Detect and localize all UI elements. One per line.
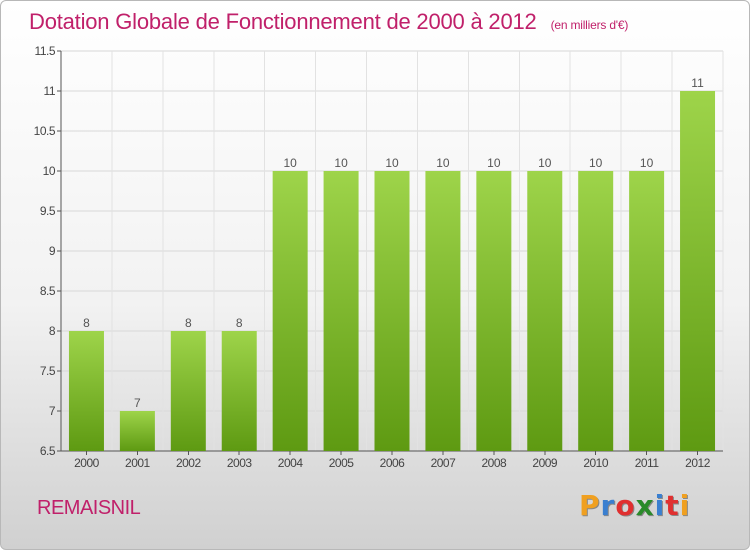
data-label: 11 [691,76,704,90]
bar-2009[interactable] [527,171,563,451]
x-tick-label: 2001 [125,456,151,470]
bar-2001[interactable] [119,411,155,451]
y-tick-label: 7.5 [40,364,56,378]
logo-letter: r [600,489,616,522]
x-tick-label: 2007 [431,456,457,470]
data-label: 7 [134,396,141,410]
logo-letter: t [665,489,680,522]
logo-letter: P [579,489,601,522]
bar-2005[interactable] [323,171,359,451]
bar-2012[interactable] [680,91,716,451]
y-tick-label: 6.5 [40,444,56,458]
data-label: 8 [83,316,90,330]
bar-2011[interactable] [629,171,665,451]
data-label: 8 [185,316,192,330]
y-tick-label: 11.5 [35,44,56,58]
data-label: 10 [385,156,399,170]
logo-letter: i [654,489,666,522]
data-labels: 8 7 8 8 10 10 10 10 10 10 10 10 11 [83,76,704,410]
x-tick-label: 2003 [227,456,253,470]
bar-2007[interactable] [425,171,461,451]
y-tick-label: 7 [49,404,56,418]
bar-2008[interactable] [476,171,512,451]
chart-title-text: Dotation Globale de Fonctionnement de 20… [29,9,537,34]
bar-2006[interactable] [374,171,410,451]
x-tick-label: 2005 [329,456,355,470]
x-tick-label: 2004 [278,456,304,470]
logo-letter: x [635,489,655,522]
data-label: 10 [436,156,450,170]
bar-2000[interactable] [68,331,104,451]
chart-subtitle: (en milliers d'€) [550,18,629,32]
y-tick-label: 8 [49,324,56,338]
y-tick-label: 8.5 [40,284,56,298]
bar-2004[interactable] [272,171,308,451]
x-tick-label: 2006 [380,456,406,470]
chart-title: Dotation Globale de Fonctionnement de 20… [29,9,628,35]
x-tick-label: 2009 [532,456,558,470]
data-label: 10 [538,156,552,170]
y-tick-label: 9.5 [40,204,56,218]
bar-2010[interactable] [578,171,614,451]
x-tick-label: 2000 [74,456,100,470]
data-label: 10 [640,156,654,170]
bars [68,91,716,451]
proxiti-logo[interactable]: Proxiti [579,489,690,522]
x-tick-label: 2011 [635,456,660,470]
x-tick-label: 2002 [176,456,202,470]
bar-2003[interactable] [221,331,257,451]
logo-letter: i [679,489,691,522]
data-label: 10 [334,156,348,170]
commune-name: REMAISNIL [37,497,141,519]
data-label: 10 [283,156,297,170]
y-tick-label: 11 [44,84,56,98]
axes: 6.5 7 7.5 8 8.5 9 9.5 10 10.5 11 11.5 2000 2001 2002 2… [34,44,723,470]
x-tick-label: 2008 [481,456,507,470]
y-tick-label: 9 [49,244,56,258]
data-label: 10 [487,156,501,170]
x-tick-label: 2012 [685,456,711,470]
bar-2002[interactable] [170,331,206,451]
x-tick-label: 2010 [583,456,609,470]
data-label: 8 [236,316,243,330]
logo-letter: o [615,489,636,522]
data-label: 10 [589,156,603,170]
y-tick-label: 10.5 [34,124,56,138]
y-tick-label: 10 [43,164,56,178]
